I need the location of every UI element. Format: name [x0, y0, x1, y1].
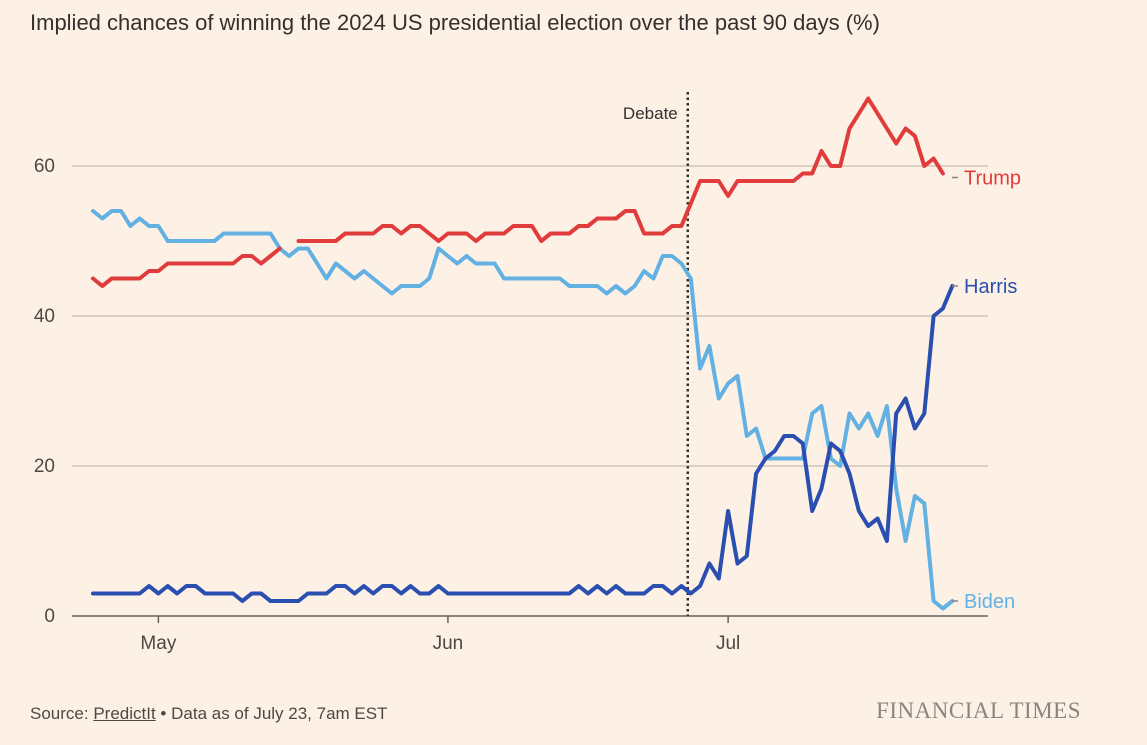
series-line-harris [91, 284, 955, 603]
y-tick-label-40: 40 [34, 306, 55, 327]
source-label: Source: [30, 704, 89, 723]
series-label-biden: Biden [964, 591, 1015, 613]
data-date-note: Data as of July 23, 7am EST [171, 704, 388, 723]
series-label-trump: Trump [964, 168, 1021, 190]
line-chart: 0 20 40 60 May Jun Jul Debate Trump Harris Biden [34, 92, 1021, 654]
series-lines [91, 96, 955, 611]
source-note: Source: PredictIt • Data as of July 23, … [30, 704, 388, 724]
x-tick-label-jun: Jun [433, 633, 464, 654]
series-line-trump [91, 96, 945, 288]
gridlines [72, 165, 988, 467]
chart-title: Implied chances of winning the 2024 US p… [30, 10, 880, 35]
y-tick-label-60: 60 [34, 156, 55, 177]
y-tick-label-0: 0 [44, 606, 55, 627]
y-tick-label-20: 20 [34, 456, 55, 477]
source-link[interactable]: PredictIt [93, 704, 156, 723]
separator: • [160, 704, 167, 723]
annotations: Debate [623, 92, 690, 616]
series-label-harris: Harris [964, 276, 1017, 298]
x-tick-label-jul: Jul [716, 633, 740, 654]
axes: 0 20 40 60 May Jun Jul [34, 156, 988, 654]
series-line-biden [91, 209, 955, 611]
series-labels: Trump Harris Biden [952, 168, 1021, 613]
ft-logo: FINANCIAL TIMES [876, 698, 1081, 723]
x-tick-label-may: May [140, 633, 176, 654]
debate-annotation-label: Debate [623, 104, 678, 123]
